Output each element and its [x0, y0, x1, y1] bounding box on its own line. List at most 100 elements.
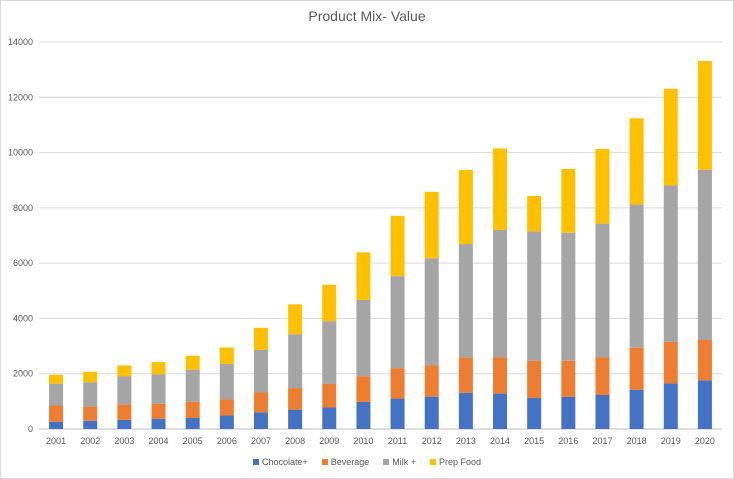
x-tick-label: 2014: [490, 436, 510, 446]
bar-segment-prep-food-2005: [185, 355, 200, 370]
bar-segment-prep-food-2019: [663, 88, 678, 186]
bar-segment-chocolate-2010: [356, 401, 371, 429]
bar-segment-chocolate-2008: [288, 409, 303, 429]
bar-segment-prep-food-2009: [322, 284, 337, 322]
legend-swatch: [383, 459, 390, 465]
bar-segment-milk-2007: [253, 349, 268, 393]
bar-segment-chocolate-2017: [595, 394, 610, 429]
bar-segment-beverage-2016: [561, 360, 576, 397]
bar-segment-milk-2010: [356, 299, 371, 377]
bar-segment-chocolate-2016: [561, 396, 576, 429]
bar-segment-milk-2017: [595, 223, 610, 358]
legend-swatch: [252, 459, 259, 465]
bar-segment-milk-2004: [151, 374, 166, 404]
bar-segment-milk-2005: [185, 369, 200, 402]
x-tick-label: 2013: [456, 436, 476, 446]
bar-segment-beverage-2006: [219, 399, 234, 416]
bar-segment-milk-2018: [629, 204, 644, 348]
bar-segment-milk-2013: [458, 244, 473, 358]
legend-label: Prep Food: [439, 457, 482, 467]
bar-segment-milk-2009: [322, 321, 337, 384]
bar-segment-chocolate-2007: [253, 412, 268, 429]
legend-label: Milk +: [392, 457, 417, 467]
chart-legend: Chocolate+ Beverage Milk + Prep Food: [1, 457, 733, 467]
bar-segment-chocolate-2015: [527, 398, 542, 429]
y-tick-label: 2000: [13, 369, 33, 379]
legend-label: Beverage: [330, 457, 370, 467]
y-tick-label: 12000: [8, 92, 33, 102]
bar-segment-chocolate-2001: [49, 421, 64, 429]
bar-segment-milk-2015: [527, 231, 542, 361]
bar-segment-beverage-2014: [493, 357, 508, 394]
x-tick-label: 2008: [285, 436, 305, 446]
bar-segment-milk-2001: [49, 383, 64, 406]
x-tick-label: 2004: [149, 436, 169, 446]
bar-segment-chocolate-2013: [458, 392, 473, 429]
bar-segment-milk-2012: [424, 258, 439, 366]
x-tick-label: 2002: [80, 436, 100, 446]
x-tick-label: 2010: [353, 436, 373, 446]
x-tick-label: 2001: [46, 436, 66, 446]
bar-segment-beverage-2007: [253, 392, 268, 413]
x-tick-label: 2005: [183, 436, 203, 446]
x-tick-label: 2007: [251, 436, 271, 446]
bar-segment-prep-food-2015: [527, 195, 542, 232]
legend-item: Milk +: [383, 457, 416, 467]
bar-segment-prep-food-2018: [629, 118, 644, 205]
bar-segment-chocolate-2004: [151, 418, 166, 429]
bar-segment-beverage-2010: [356, 376, 371, 402]
bar-segment-chocolate-2006: [219, 415, 234, 429]
bar-segment-milk-2011: [390, 276, 405, 369]
legend-item: Chocolate+: [252, 457, 308, 467]
bar-segment-beverage-2003: [117, 404, 132, 420]
bar-segment-beverage-2015: [527, 360, 542, 399]
bar-segment-prep-food-2008: [288, 304, 303, 335]
bar-segment-milk-2006: [219, 364, 234, 400]
bar-segment-milk-2020: [697, 169, 712, 340]
y-tick-label: 4000: [13, 313, 33, 323]
bar-segment-chocolate-2019: [663, 383, 678, 429]
bar-segment-beverage-2004: [151, 403, 166, 419]
bar-segment-chocolate-2020: [697, 380, 712, 429]
bar-segment-beverage-2018: [629, 347, 644, 390]
y-tick-label: 6000: [13, 258, 33, 268]
bar-segment-chocolate-2009: [322, 407, 337, 429]
bar-segment-prep-food-2002: [83, 371, 98, 383]
bar-segment-beverage-2001: [49, 405, 64, 422]
bar-segment-prep-food-2004: [151, 362, 166, 375]
x-tick-label: 2011: [388, 436, 407, 446]
bar-segment-prep-food-2013: [458, 169, 473, 245]
x-tick-label: 2015: [524, 436, 544, 446]
bar-segment-prep-food-2014: [493, 148, 508, 230]
bar-segment-milk-2014: [493, 229, 508, 358]
legend-swatch: [430, 459, 437, 465]
bar-segment-chocolate-2018: [629, 389, 644, 429]
bar-segment-beverage-2019: [663, 341, 678, 384]
legend-item: Prep Food: [430, 457, 481, 467]
bar-segment-milk-2016: [561, 232, 576, 361]
bar-segment-prep-food-2001: [49, 374, 64, 384]
legend-label: Chocolate+: [261, 457, 308, 467]
bar-segment-prep-food-2017: [595, 148, 610, 224]
bar-segment-prep-food-2016: [561, 168, 576, 233]
bar-segment-milk-2008: [288, 334, 303, 389]
x-tick-label: 2017: [592, 436, 612, 446]
legend-swatch: [321, 459, 328, 465]
bar-segment-beverage-2008: [288, 388, 303, 410]
bar-segment-prep-food-2011: [390, 215, 405, 277]
legend-item: Beverage: [321, 457, 370, 467]
bar-segment-prep-food-2010: [356, 252, 371, 300]
bar-segment-beverage-2020: [697, 339, 712, 381]
y-tick-label: 14000: [8, 37, 33, 47]
bar-segment-prep-food-2007: [253, 327, 268, 350]
bar-segment-beverage-2012: [424, 365, 439, 397]
bar-segment-beverage-2005: [185, 401, 200, 418]
bar-segment-chocolate-2002: [83, 420, 98, 429]
bar-segment-prep-food-2020: [697, 61, 712, 170]
x-tick-label: 2006: [217, 436, 237, 446]
bar-segment-prep-food-2006: [219, 347, 234, 365]
bar-segment-milk-2019: [663, 185, 678, 342]
bar-segment-beverage-2017: [595, 357, 610, 395]
